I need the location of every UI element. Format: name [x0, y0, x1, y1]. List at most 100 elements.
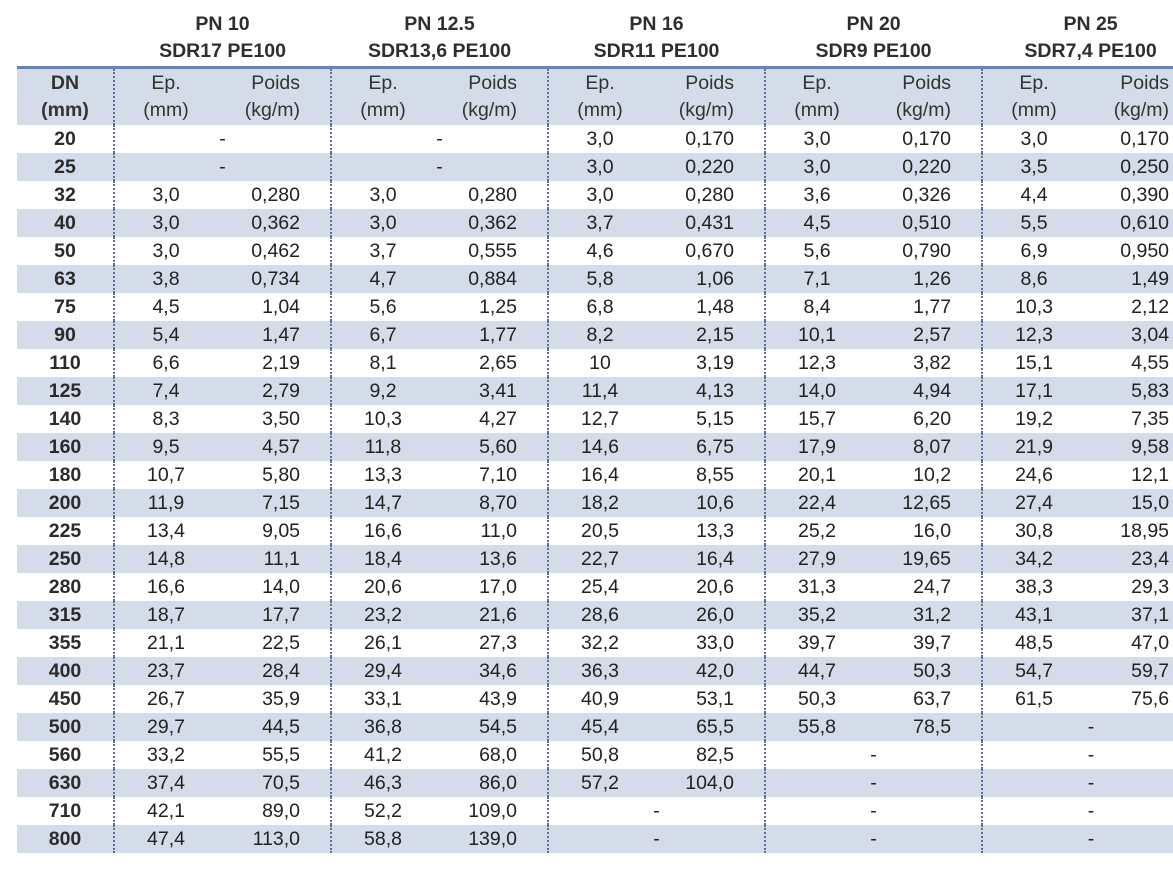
group-header-pn16: PN 16 SDR11 PE100	[548, 10, 766, 68]
poids-cell: 12,1	[1085, 461, 1173, 489]
ep-cell: 22,7	[547, 545, 652, 573]
ep-cell: 30,8	[981, 517, 1086, 545]
ep-cell: 9,2	[330, 377, 435, 405]
poids-cell: 34,6	[434, 657, 549, 685]
not-available-cell: -	[981, 741, 1173, 769]
table-row: 560 33,2 55,5 41,2 68,0 50,8 82,5- -	[17, 741, 1173, 769]
dn-cell: 355	[17, 629, 114, 657]
not-available-cell: -	[330, 153, 549, 181]
not-available-cell: -	[764, 741, 983, 769]
not-available-cell: -	[547, 825, 766, 853]
poids-cell: 109,0	[434, 797, 549, 825]
ep-column-header: Ep. (mm)	[330, 66, 435, 125]
ep-cell: 4,4	[981, 181, 1086, 209]
ep-cell: 24,6	[981, 461, 1086, 489]
ep-cell: 26,7	[113, 685, 217, 713]
ep-cell: 14,7	[330, 489, 435, 517]
poids-cell: 0,734	[217, 265, 332, 293]
poids-cell: 0,884	[434, 265, 549, 293]
ep-cell: 3,0	[330, 209, 435, 237]
poids-cell: 0,950	[1085, 237, 1173, 265]
poids-cell: 0,790	[868, 237, 983, 265]
poids-cell: 8,07	[868, 433, 983, 461]
poids-cell: 89,0	[217, 797, 332, 825]
ep-cell: 50,8	[547, 741, 652, 769]
pressure-group-header-row: PN 10 SDR17 PE100 PN 12.5 SDR13,6 PE100 …	[17, 10, 1173, 68]
poids-cell: 0,362	[434, 209, 549, 237]
not-available-cell: -	[764, 797, 983, 825]
ep-cell: 17,9	[764, 433, 869, 461]
ep-cell: 6,7	[330, 321, 435, 349]
poids-cell: 33,0	[651, 629, 766, 657]
dn-cell: 25	[17, 153, 114, 181]
poids-cell: 37,1	[1085, 601, 1173, 629]
ep-column-header: Ep. (mm)	[981, 66, 1086, 125]
table-row: 180 10,7 5,80 13,3 7,10 16,4 8,55 20,1 10,2 24,6 1…	[17, 461, 1173, 489]
table-row: 63 3,8 0,734 4,7 0,884 5,8 1,06 7,1 1,26 8,6 1,49	[17, 265, 1173, 293]
table-row: 280 16,6 14,0 20,6 17,0 25,4 20,6 31,3 24,7 38,3 2…	[17, 573, 1173, 601]
ep-cell: 23,7	[113, 657, 217, 685]
ep-cell: 10,7	[113, 461, 217, 489]
ep-cell: 5,6	[330, 293, 435, 321]
corner-blank	[17, 10, 114, 68]
poids-cell: 0,390	[1085, 181, 1173, 209]
poids-cell: 13,6	[434, 545, 549, 573]
poids-cell: 0,170	[1085, 125, 1173, 153]
ep-cell: 12,3	[764, 349, 869, 377]
ep-cell: 5,5	[981, 209, 1086, 237]
ep-cell: 10,1	[764, 321, 869, 349]
dn-cell: 400	[17, 657, 114, 685]
ep-cell: 13,4	[113, 517, 217, 545]
poids-cell: 2,79	[217, 377, 332, 405]
ep-cell: 40,9	[547, 685, 652, 713]
ep-cell: 12,7	[547, 405, 652, 433]
poids-cell: 17,7	[217, 601, 332, 629]
poids-cell: 0,220	[651, 153, 766, 181]
ep-cell: 55,8	[764, 713, 869, 741]
poids-cell: 0,362	[217, 209, 332, 237]
poids-cell: 0,431	[651, 209, 766, 237]
poids-cell: 104,0	[651, 769, 766, 797]
dn-cell: 90	[17, 321, 114, 349]
ep-cell: 22,4	[764, 489, 869, 517]
not-available-cell: -	[330, 125, 549, 153]
dn-cell: 140	[17, 405, 114, 433]
poids-column-header: Poids (kg/m)	[651, 66, 766, 125]
ep-cell: 10,3	[981, 293, 1086, 321]
group-pn-label: PN 20	[846, 13, 901, 35]
dn-cell: 250	[17, 545, 114, 573]
ep-cell: 3,5	[981, 153, 1086, 181]
poids-cell: 13,3	[651, 517, 766, 545]
ep-cell: 6,8	[547, 293, 652, 321]
poids-cell: 0,250	[1085, 153, 1173, 181]
poids-cell: 68,0	[434, 741, 549, 769]
poids-cell: 2,57	[868, 321, 983, 349]
ep-cell: 6,6	[113, 349, 217, 377]
poids-cell: 7,35	[1085, 405, 1173, 433]
poids-cell: 4,27	[434, 405, 549, 433]
dn-cell: 225	[17, 517, 114, 545]
ep-cell: 14,6	[547, 433, 652, 461]
ep-cell: 16,6	[330, 517, 435, 545]
poids-cell: 6,20	[868, 405, 983, 433]
poids-cell: 10,2	[868, 461, 983, 489]
dn-cell: 450	[17, 685, 114, 713]
poids-cell: 4,13	[651, 377, 766, 405]
poids-cell: 1,77	[434, 321, 549, 349]
not-available-cell: -	[112, 153, 332, 181]
poids-cell: 27,3	[434, 629, 549, 657]
ep-cell: 33,2	[113, 741, 217, 769]
not-available-cell: -	[764, 825, 983, 853]
dn-cell: 160	[17, 433, 114, 461]
poids-cell: 11,1	[217, 545, 332, 573]
poids-cell: 139,0	[434, 825, 549, 853]
group-header-pn12-5: PN 12.5 SDR13,6 PE100	[331, 10, 549, 68]
poids-cell: 3,82	[868, 349, 983, 377]
ep-cell: 33,1	[330, 685, 435, 713]
table-row: 50 3,0 0,462 3,7 0,555 4,6 0,670 5,6 0,790 6,9 0,9…	[17, 237, 1173, 265]
ep-cell: 36,3	[547, 657, 652, 685]
ep-cell: 61,5	[981, 685, 1086, 713]
ep-cell: 8,1	[330, 349, 435, 377]
poids-cell: 63,7	[868, 685, 983, 713]
poids-cell: 35,9	[217, 685, 332, 713]
